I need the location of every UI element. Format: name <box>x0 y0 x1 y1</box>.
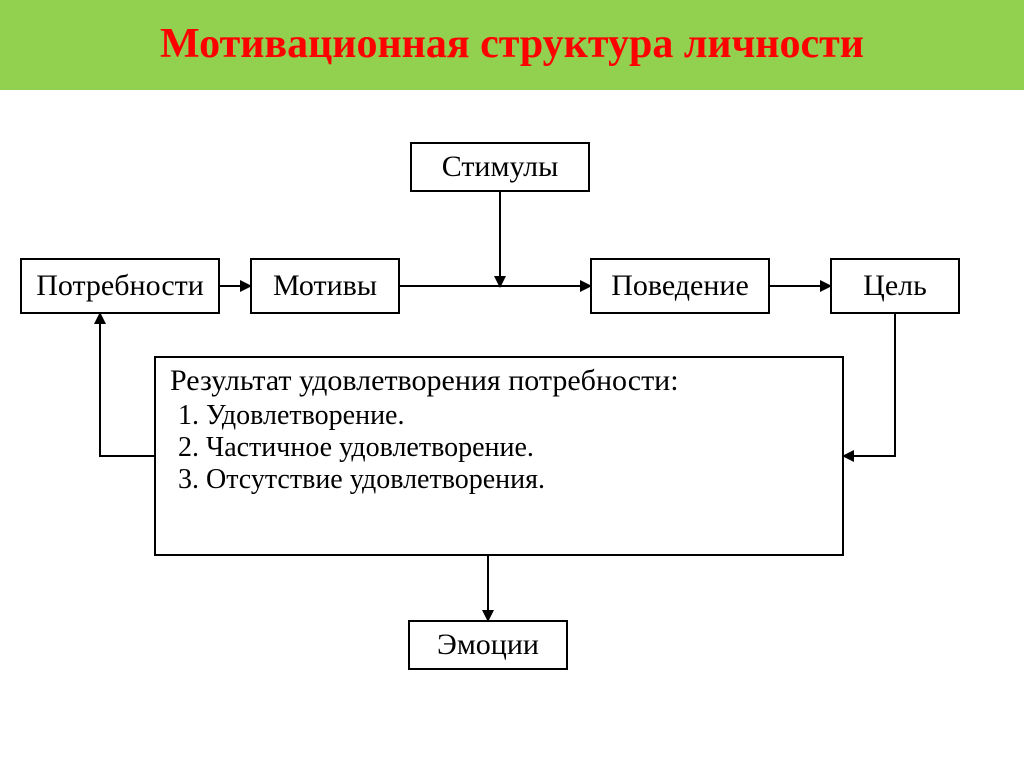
node-goal-label: Цель <box>863 270 927 302</box>
node-behavior-label: Поведение <box>611 270 749 302</box>
node-motives-label: Мотивы <box>273 270 377 302</box>
result-list: Удовлетворение. Частичное удовлетворение… <box>206 400 828 496</box>
node-emotions: Эмоции <box>408 620 568 670</box>
result-item: Отсутствие удовлетворения. <box>206 464 828 496</box>
title-text: Мотивационная структура личности <box>160 21 864 67</box>
result-title: Результат удовлетворения потребности: <box>170 364 828 398</box>
page-title: Мотивационная структура личности <box>0 0 1024 90</box>
node-needs-label: Потребности <box>36 270 204 302</box>
node-behavior: Поведение <box>590 258 770 314</box>
diagram-canvas: Стимулы Потребности Мотивы Поведение Цел… <box>0 90 1024 750</box>
node-stimuli-label: Стимулы <box>442 151 559 183</box>
node-stimuli: Стимулы <box>410 142 590 192</box>
node-result: Результат удовлетворения потребности: Уд… <box>154 356 844 556</box>
node-motives: Мотивы <box>250 258 400 314</box>
node-emotions-label: Эмоции <box>437 629 539 661</box>
result-item: Удовлетворение. <box>206 400 828 432</box>
node-goal: Цель <box>830 258 960 314</box>
node-needs: Потребности <box>20 258 220 314</box>
result-item: Частичное удовлетворение. <box>206 432 828 464</box>
